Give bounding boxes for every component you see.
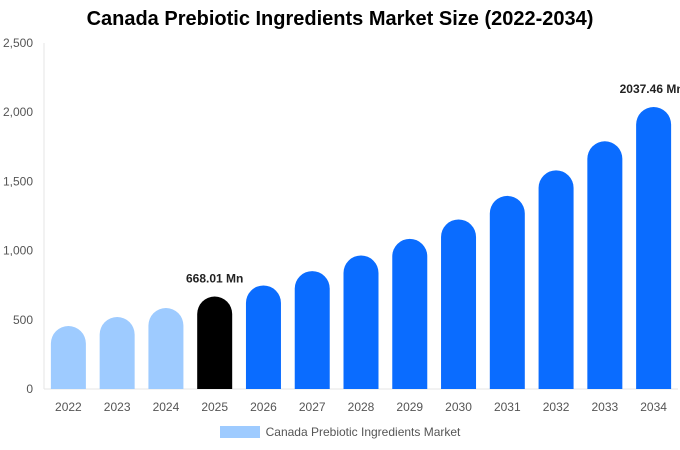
x-tick-label: 2024 bbox=[153, 400, 180, 414]
x-tick-label: 2029 bbox=[396, 400, 423, 414]
x-tick-label: 2025 bbox=[201, 400, 228, 414]
y-tick-label: 1,000 bbox=[3, 244, 33, 258]
bar bbox=[441, 219, 477, 389]
bar bbox=[392, 238, 428, 389]
legend-label: Canada Prebiotic Ingredients Market bbox=[265, 425, 461, 439]
axes: 0 500 1,000 1,500 2,000 2,500 2022 2023 2024 2025… bbox=[3, 36, 678, 414]
bar bbox=[99, 317, 135, 389]
bar bbox=[245, 285, 281, 389]
y-tick-label: 1,500 bbox=[3, 174, 33, 188]
legend[interactable]: Canada Prebiotic Ingredients Market bbox=[0, 425, 680, 439]
x-tick-label: 2022 bbox=[55, 400, 82, 414]
x-tick-label: 2033 bbox=[591, 400, 618, 414]
x-tick-label: 2032 bbox=[543, 400, 570, 414]
data-labels: 668.01 Mn 2037.46 Mn bbox=[186, 82, 680, 286]
bar bbox=[343, 255, 379, 389]
data-label: 668.01 Mn bbox=[186, 272, 243, 286]
x-tick-label: 2028 bbox=[348, 400, 375, 414]
y-tick-label: 2,500 bbox=[3, 36, 33, 50]
bar bbox=[489, 195, 525, 389]
x-tick-label: 2034 bbox=[640, 400, 667, 414]
x-tick-label: 2023 bbox=[104, 400, 131, 414]
data-label: 2037.46 Mn bbox=[620, 82, 680, 96]
bar bbox=[538, 170, 574, 389]
y-tick-label: 2,000 bbox=[3, 105, 33, 119]
bar bbox=[636, 107, 672, 389]
x-tick-label: 2031 bbox=[494, 400, 521, 414]
bar bbox=[50, 326, 86, 389]
legend-swatch bbox=[219, 426, 260, 438]
bar bbox=[148, 308, 184, 389]
bars bbox=[50, 107, 672, 389]
x-tick-label: 2027 bbox=[299, 400, 326, 414]
bar bbox=[197, 296, 233, 389]
x-tick-label: 2026 bbox=[250, 400, 277, 414]
y-tick-label: 500 bbox=[13, 313, 33, 327]
bar bbox=[294, 271, 330, 389]
x-tick-label: 2030 bbox=[445, 400, 472, 414]
bar bbox=[587, 141, 623, 389]
chart-title: Canada Prebiotic Ingredients Market Size… bbox=[86, 8, 594, 30]
y-tick-label: 0 bbox=[26, 382, 33, 396]
